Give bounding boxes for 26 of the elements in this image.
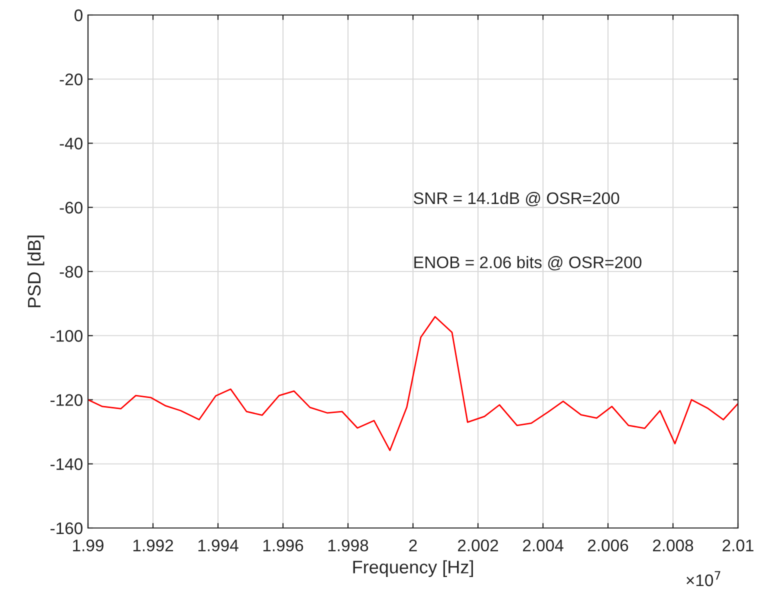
x-tick-label: 1.992 [133,540,174,552]
x-tick-label: 2 [409,540,417,552]
x-tick-label: 2.01 [722,540,754,552]
y-tick-label: -120 [50,394,82,406]
x-tick-label: 2.008 [652,540,694,552]
y-tick-label: -100 [50,330,82,342]
text: ×10$^{7}$ [686,571,720,586]
y-axis-title: PSD [dB] [27,236,44,308]
y-tick-label: -40 [60,138,82,150]
annotation: ENOB = 2.06 bits @ OSR=200 [414,256,642,270]
x-tick-label: 1.996 [263,540,304,552]
x-tick-label: 2.002 [458,540,498,552]
y-tick-label: -60 [60,202,82,214]
x-tick-label: 1.998 [328,540,368,552]
y-tick-label: -20 [60,74,82,86]
y-tick-label: -140 [50,458,82,470]
y-tick-label: 0 [74,9,82,22]
y-tick-label: -160 [50,522,82,534]
x-tick-label: 1.994 [198,540,238,552]
y-tick-label: -80 [60,266,82,278]
x-tick-label: 2.004 [522,540,564,552]
x-axis-title: Frequency [Hz] [353,560,473,578]
x-tick-label: 1.99 [73,540,104,552]
x-tick-label: 2.006 [588,540,628,552]
line-series [88,316,738,452]
annotation: SNR = 14.1dB @ OSR=200 [414,192,620,206]
